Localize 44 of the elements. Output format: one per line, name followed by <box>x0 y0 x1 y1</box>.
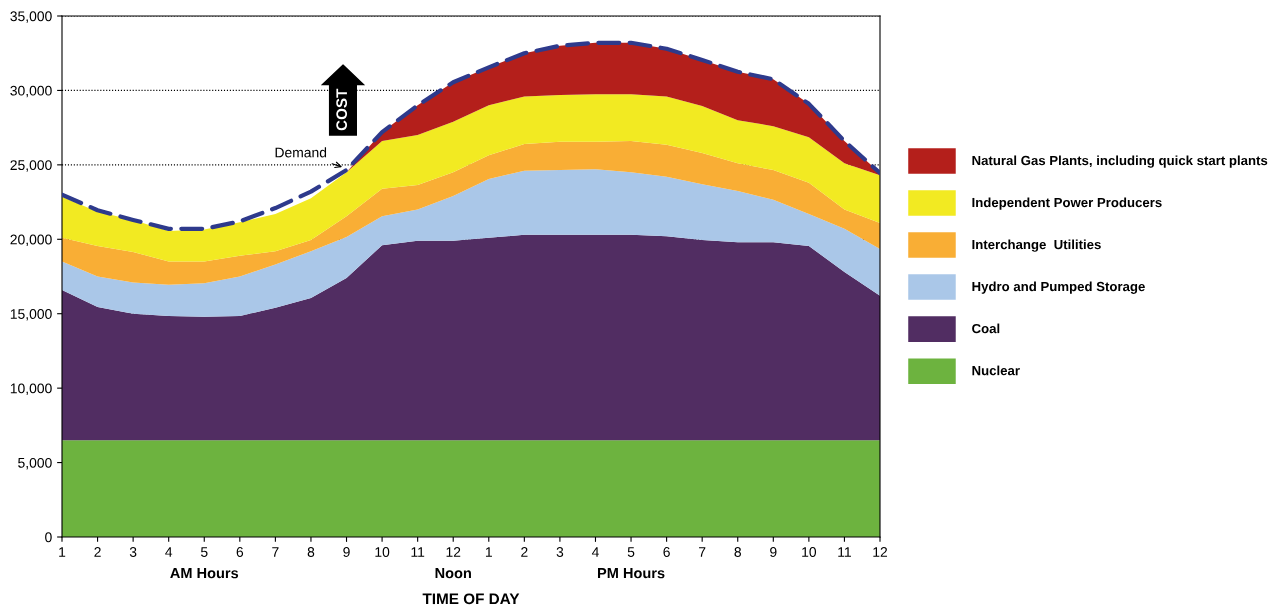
x-tick-label: 2 <box>521 547 528 557</box>
x-axis-title: TIME OF DAY <box>422 593 520 605</box>
x-tick-label: 9 <box>343 547 350 557</box>
x-tick-label: 11 <box>411 547 425 557</box>
x-tick-label: 12 <box>873 547 888 557</box>
x-tick-label: 11 <box>838 547 851 557</box>
x-tick-label: 12 <box>446 547 461 557</box>
x-tick-label: 10 <box>802 547 817 557</box>
y-tick-label: 5,000 <box>18 457 52 470</box>
legend-label: Coal <box>972 323 1000 334</box>
y-tick-label: 30,000 <box>10 85 52 98</box>
legend-label: Natural Gas Plants, including quick start plants <box>972 155 1268 168</box>
legend-label: Hydro and Pumped Storage <box>972 281 1145 294</box>
x-tick-label: 5 <box>200 547 208 557</box>
y-tick-label: 10,000 <box>10 383 52 395</box>
x-tick-label: 1 <box>485 547 492 557</box>
legend-label: Nuclear <box>972 365 1020 376</box>
x-tick-label: 1 <box>59 547 66 557</box>
text: AM Hours <box>170 568 239 579</box>
annotation: COST <box>336 88 348 131</box>
x-tick-label: 5 <box>627 547 635 557</box>
text: Noon <box>435 568 471 579</box>
y-tick-label: 20,000 <box>10 234 52 247</box>
x-tick-label: 8 <box>734 547 741 557</box>
x-tick-label: 9 <box>770 547 777 557</box>
y-tick-label: 25,000 <box>10 160 52 172</box>
x-tick-label: 3 <box>129 547 137 557</box>
legend-label: Independent Power Producers <box>972 197 1162 210</box>
x-tick-label: 4 <box>591 547 599 557</box>
x-tick-label: 6 <box>663 547 670 557</box>
y-tick-label: 15,000 <box>10 309 52 321</box>
legend-label: Interchange Utilities <box>972 239 1101 252</box>
y-tick-label: 35,000 <box>10 11 52 23</box>
x-tick-label: 7 <box>699 547 706 557</box>
y-tick-label: 0 <box>45 532 52 543</box>
x-tick-label: 3 <box>556 547 564 557</box>
x-tick-label: 8 <box>307 547 315 557</box>
x-tick-label: 2 <box>94 547 101 557</box>
text: PM Hours <box>597 568 665 579</box>
x-tick-label: 4 <box>165 547 173 557</box>
x-tick-label: 7 <box>272 547 279 557</box>
series-label: Demand <box>275 147 327 158</box>
x-tick-label: 6 <box>236 547 244 557</box>
x-tick-label: 10 <box>375 547 390 557</box>
